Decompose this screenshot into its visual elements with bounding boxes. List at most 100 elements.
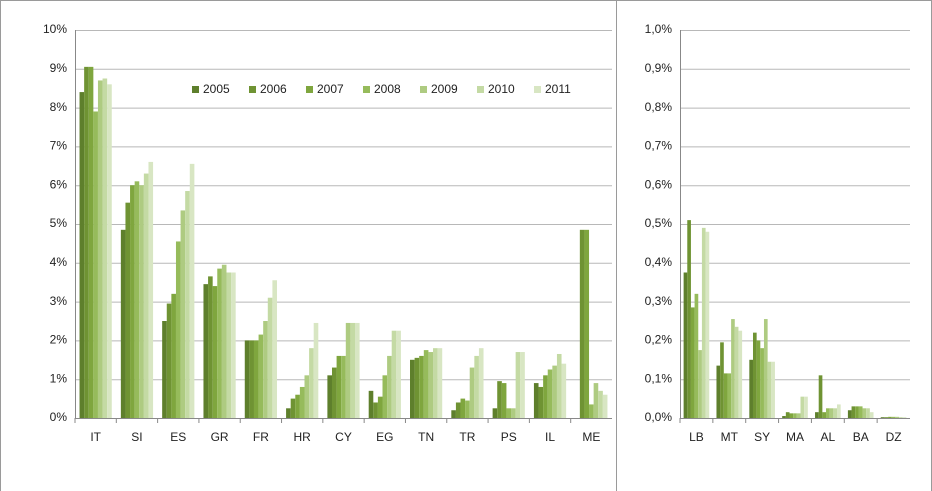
bar xyxy=(175,241,181,418)
bar xyxy=(899,417,903,418)
legend-label: 2007 xyxy=(317,82,344,96)
bar xyxy=(478,348,484,418)
bar xyxy=(272,280,277,418)
bar xyxy=(716,365,721,418)
bar xyxy=(125,202,131,418)
bar xyxy=(815,412,819,418)
legend-swatch xyxy=(363,86,370,93)
bar xyxy=(561,363,567,418)
bar xyxy=(862,408,867,418)
x-tick-label: CY xyxy=(335,430,352,444)
bar xyxy=(497,381,502,418)
bar xyxy=(217,268,222,418)
bar xyxy=(492,408,498,418)
bar xyxy=(336,355,342,418)
legend-label: 2008 xyxy=(374,82,401,96)
bar xyxy=(533,383,539,418)
bar xyxy=(818,375,823,418)
bar xyxy=(579,229,585,418)
bar xyxy=(793,413,797,418)
legend-label: 2011 xyxy=(545,82,571,96)
legend-swatch xyxy=(306,86,313,93)
bar xyxy=(249,340,254,418)
bar xyxy=(880,417,885,418)
bar xyxy=(185,191,190,418)
bar xyxy=(782,416,786,418)
bar xyxy=(286,408,291,418)
bar xyxy=(785,412,790,418)
bar xyxy=(556,353,562,418)
x-tick-label: SY xyxy=(754,430,770,444)
y-tick-label: 10% xyxy=(43,22,67,36)
bar xyxy=(221,264,227,418)
bar xyxy=(97,80,103,418)
bar xyxy=(902,417,907,418)
bar xyxy=(455,402,461,418)
bar xyxy=(226,272,232,418)
bar xyxy=(244,340,250,418)
y-tick-label: 0,2% xyxy=(645,333,673,347)
bar xyxy=(465,400,470,418)
bar xyxy=(584,229,590,418)
y-tick-label: 7% xyxy=(50,139,68,153)
bar xyxy=(290,398,296,418)
bar xyxy=(858,406,863,418)
bar xyxy=(410,359,415,418)
bar xyxy=(180,210,186,418)
bar xyxy=(866,408,870,418)
bar xyxy=(891,416,896,418)
bar xyxy=(263,321,268,418)
bar xyxy=(84,66,89,419)
bar xyxy=(373,402,378,418)
x-tick-label: GR xyxy=(211,430,229,444)
bar xyxy=(749,359,753,418)
bar xyxy=(391,330,397,418)
y-tick-label: 0,3% xyxy=(645,294,673,308)
bar xyxy=(208,276,213,418)
bar xyxy=(851,406,856,418)
bar xyxy=(387,355,392,418)
x-tick-label: ME xyxy=(582,430,600,444)
bar xyxy=(107,84,112,418)
bar xyxy=(833,408,838,418)
y-tick-label: 1% xyxy=(50,371,68,385)
bar xyxy=(752,332,757,418)
x-tick-label: PS xyxy=(501,430,517,444)
bar xyxy=(687,220,691,418)
bar xyxy=(552,365,557,418)
bar xyxy=(760,348,764,418)
bar xyxy=(79,92,85,418)
bar xyxy=(253,340,259,418)
bar xyxy=(800,396,805,418)
bar xyxy=(734,326,739,418)
bar xyxy=(382,375,388,418)
bar xyxy=(602,394,608,418)
legend-label: 2009 xyxy=(431,82,458,96)
bar xyxy=(203,284,209,418)
bar xyxy=(593,383,599,418)
y-tick-label: 4% xyxy=(50,255,68,269)
bar xyxy=(547,369,553,418)
bar xyxy=(804,396,808,418)
bar xyxy=(767,361,772,418)
bar xyxy=(134,181,140,418)
bar xyxy=(727,373,732,418)
bar xyxy=(350,322,356,418)
x-tick-label: BA xyxy=(853,430,869,444)
bar xyxy=(162,321,167,418)
y-tick-label: 0,6% xyxy=(645,177,673,191)
bar xyxy=(433,348,438,418)
y-tick-label: 1,0% xyxy=(645,22,673,36)
y-tick-label: 0,8% xyxy=(645,100,673,114)
bar xyxy=(414,357,420,418)
x-tick-label: SI xyxy=(131,430,142,444)
bar xyxy=(855,406,859,418)
bar xyxy=(869,412,874,418)
bar xyxy=(720,342,724,418)
bar xyxy=(690,307,695,418)
bar xyxy=(796,413,801,418)
legend-label: 2006 xyxy=(260,82,287,96)
x-tick-label: TN xyxy=(418,430,434,444)
bar xyxy=(189,163,195,418)
